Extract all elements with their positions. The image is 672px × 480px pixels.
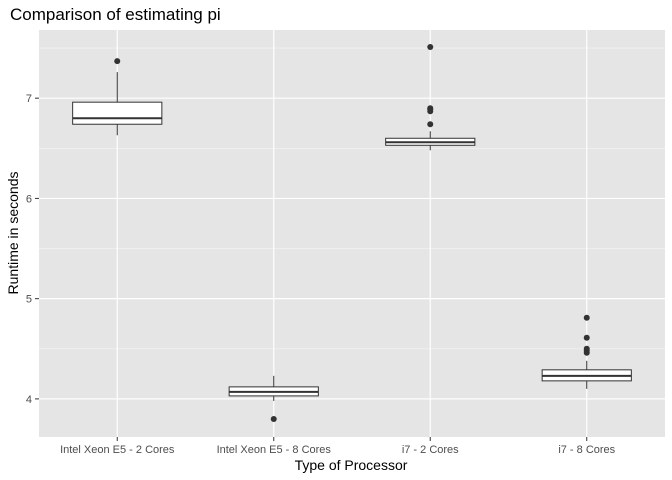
y-axis: 4 5 6 7 [26,93,39,406]
outlier-point [583,314,590,321]
y-axis-title: Runtime in seconds [5,172,21,295]
y-tick-label: 5 [26,294,32,306]
y-tick-label: 4 [26,394,32,406]
box-4 [541,314,632,389]
chart-title: Comparison of estimating pi [10,5,221,24]
outlier-point [114,58,121,65]
box-2 [228,375,319,422]
outlier-point [427,105,434,112]
box-iqr [72,101,163,125]
box-1 [72,58,163,136]
outlier-point [427,44,434,51]
outlier-point [583,334,590,341]
outlier-point [583,345,590,352]
y-tick-label: 6 [26,193,32,205]
x-axis: Intel Xeon E5 - 2 Cores Intel Xeon E5 - 8… [60,437,616,456]
x-axis-title: Type of Processor [295,457,408,473]
box-series [72,44,632,422]
outlier-point [427,121,434,128]
x-tick-label: i7 - 8 Cores [558,444,615,456]
y-tick-label: 7 [26,93,32,105]
x-tick-label: Intel Xeon E5 - 2 Cores [60,444,175,456]
box-3 [385,44,476,151]
x-tick-label: i7 - 2 Cores [402,444,459,456]
outlier-point [270,415,277,422]
x-tick-label: Intel Xeon E5 - 8 Cores [217,444,332,456]
